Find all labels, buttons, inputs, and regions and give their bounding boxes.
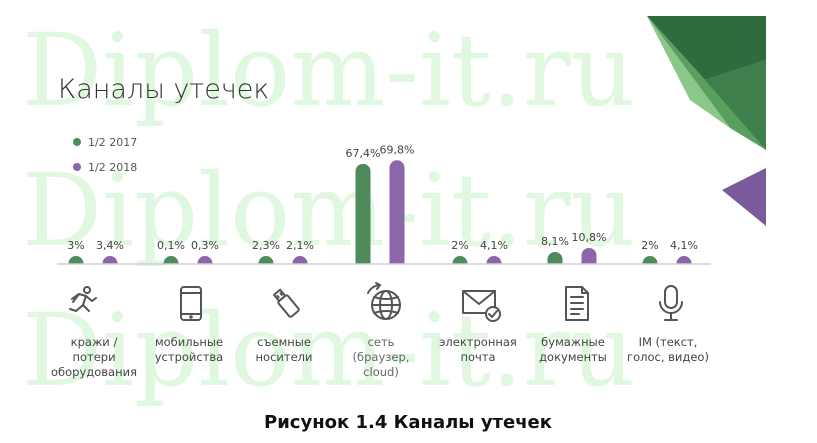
category-label-3-line-2: носители (256, 350, 313, 364)
value-label-s2-c7: 4,1% (670, 239, 698, 252)
corner-decoration (647, 16, 766, 226)
value-label-s1-c1: 3% (67, 239, 84, 252)
legend-label-2017: 1/2 2017 (88, 136, 137, 149)
bars-layer: 3% 0,1% 2,3% 67,4% 2% 8,1% 2% 3,4% 0,3% 2,1% 69,8%… (67, 143, 698, 264)
bar-s1-c1 (68, 256, 84, 264)
value-label-s1-c7: 2% (641, 239, 658, 252)
usb-drive-icon (272, 288, 300, 318)
value-label-s2-c1: 3,4% (96, 239, 124, 252)
value-label-s2-c2: 0,3% (191, 239, 219, 252)
watermark-text-2: Diplom-it.ru (22, 152, 635, 269)
microphone-icon (659, 285, 683, 321)
legend: 1/2 2017 1/2 2018 (73, 136, 137, 174)
category-label-7-line-1: IM (текст, (639, 335, 698, 349)
bar-s1-c3 (258, 256, 274, 264)
category-label-4-line-2: (браузер, (353, 350, 410, 364)
value-label-s1-c6: 8,1% (541, 235, 569, 248)
bar-s2-c7 (676, 256, 692, 264)
bar-s2-c3 (292, 256, 308, 264)
globe-network-icon (367, 282, 401, 320)
category-label-6-line-1: бумажные (541, 335, 605, 349)
paper-document-icon (565, 286, 589, 321)
decor-shape-4 (647, 16, 730, 128)
chart-title: Каналы утечек (58, 74, 269, 105)
value-label-s1-c5: 2% (451, 239, 468, 252)
value-label-s2-c6: 10,8% (572, 231, 607, 244)
bar-s2-c2 (197, 256, 213, 264)
category-label-4-line-3: cloud) (363, 365, 399, 379)
category-label-2-line-1: мобильные (155, 335, 223, 349)
category-label-1-line-1: кражи / (71, 335, 118, 349)
decor-shape-3 (705, 60, 766, 150)
watermark: Diplom-it.ru Diplom-it.ru Diplom-it.ru (22, 12, 635, 409)
value-label-s2-c5: 4,1% (480, 239, 508, 252)
category-label-4-line-1: сеть (368, 335, 395, 349)
running-person-icon (69, 286, 97, 312)
category-label-5-line-1: электронная (439, 335, 517, 349)
category-label-2-line-2: устройства (155, 350, 223, 364)
category-label-5-line-2: почта (460, 350, 495, 364)
category-label-1-line-2: потери (72, 350, 115, 364)
smartphone-icon (180, 286, 202, 321)
decor-shape-1 (647, 16, 766, 80)
decor-shape-5 (722, 168, 766, 226)
category-label-6-line-2: документы (539, 350, 607, 364)
bar-s2-c4 (389, 160, 405, 264)
bar-s1-c5 (452, 256, 468, 264)
bar-s2-c1 (102, 256, 118, 264)
bar-s1-c7 (642, 256, 658, 264)
bar-s2-c6 (581, 247, 597, 264)
bar-s1-c6 (547, 251, 563, 264)
category-label-7-line-2: голос, видео) (627, 350, 709, 364)
figure-caption: Рисунок 1.4 Каналы утечек (264, 412, 552, 433)
decor-shape-2 (647, 16, 766, 150)
watermark-text-3: Diplom-it.ru (22, 292, 635, 409)
legend-marker-2018 (73, 163, 81, 171)
bar-s1-c4 (355, 163, 371, 264)
value-label-s1-c4: 67,4% (346, 147, 381, 160)
envelope-icon (462, 290, 501, 322)
value-label-s2-c4: 69,8% (380, 143, 415, 156)
value-label-s1-c3: 2,3% (252, 239, 280, 252)
category-label-1-line-3: оборудования (51, 365, 137, 379)
category-label-3-line-1: съемные (257, 335, 311, 349)
value-label-s1-c2: 0,1% (157, 239, 185, 252)
legend-label-2018: 1/2 2018 (88, 161, 137, 174)
bar-s1-c2 (163, 256, 179, 264)
value-label-s2-c3: 2,1% (286, 239, 314, 252)
legend-marker-2017 (73, 138, 81, 146)
bar-s2-c5 (486, 256, 502, 264)
watermark-text-1: Diplom-it.ru (22, 12, 635, 129)
